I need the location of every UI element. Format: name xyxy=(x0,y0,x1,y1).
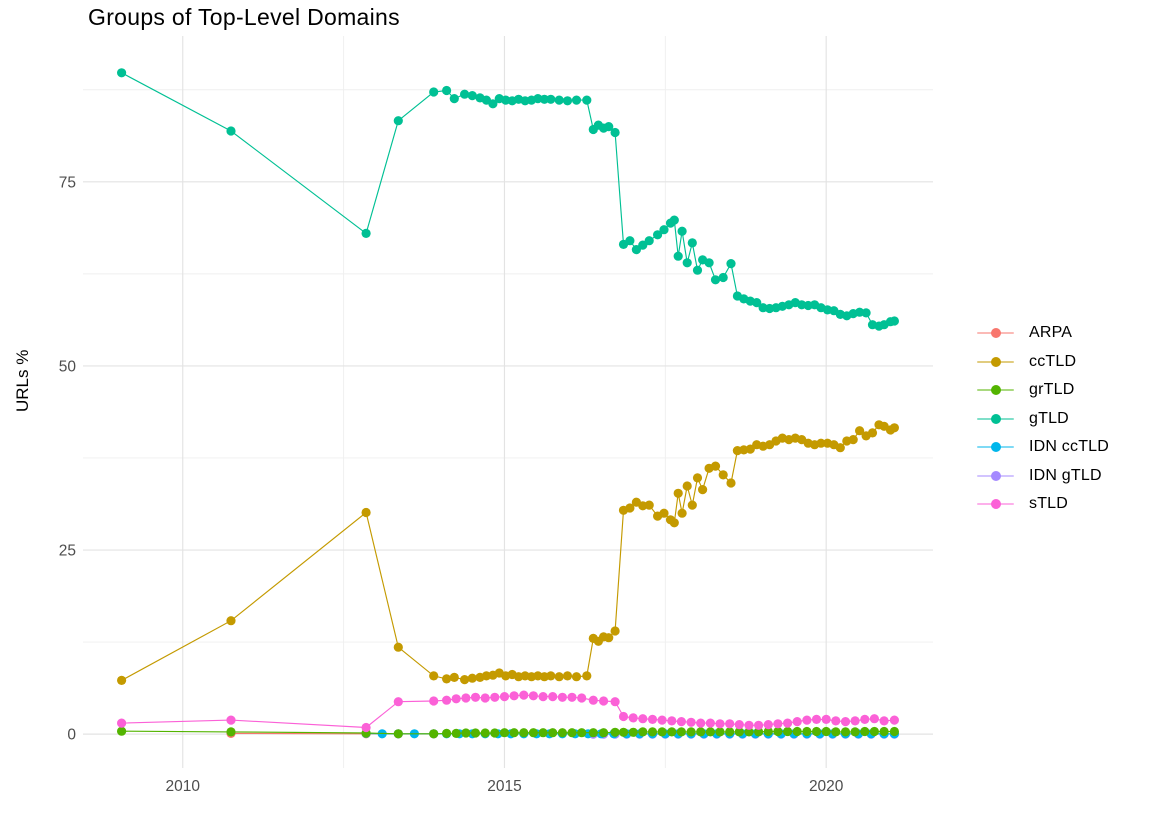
x-tick-label: 2015 xyxy=(487,778,521,795)
legend: ARPA ccTLD grTLD gTLD IDN ccTLD IDN gTLD sTLD xyxy=(977,319,1109,519)
legend-key-icon xyxy=(977,327,1014,339)
legend-item-stld: sTLD xyxy=(977,490,1109,519)
legend-item-arpa: ARPA xyxy=(977,319,1109,348)
legend-key-icon xyxy=(977,498,1014,510)
legend-key-icon xyxy=(977,356,1014,368)
legend-label: ccTLD xyxy=(1029,352,1077,370)
legend-label: gTLD xyxy=(1029,409,1069,427)
gridlines-minor xyxy=(83,36,933,768)
legend-label: IDN gTLD xyxy=(1029,466,1102,484)
legend-item-gtld: gTLD xyxy=(977,405,1109,434)
chart-title: Groups of Top-Level Domains xyxy=(88,4,400,30)
series-gtld xyxy=(117,68,900,331)
legend-label: sTLD xyxy=(1029,495,1069,513)
legend-label: grTLD xyxy=(1029,381,1075,399)
axis-tick-labels: 0 25 50 75 2010 2015 2020 xyxy=(59,174,844,795)
legend-label: ARPA xyxy=(1029,324,1073,342)
legend-label: IDN ccTLD xyxy=(1029,438,1110,456)
series-grtld xyxy=(117,726,900,739)
y-tick-label: 50 xyxy=(59,358,77,375)
x-tick-label: 2010 xyxy=(165,778,200,795)
legend-key-icon xyxy=(977,384,1014,396)
x-tick-label: 2020 xyxy=(809,778,844,795)
y-tick-label: 75 xyxy=(59,174,76,191)
y-tick-label: 25 xyxy=(59,543,76,560)
series-stld xyxy=(117,690,900,733)
legend-key-icon xyxy=(977,470,1014,482)
gridlines-major xyxy=(83,36,933,768)
legend-item-cctld: ccTLD xyxy=(977,348,1109,377)
legend-key-icon xyxy=(977,413,1014,425)
legend-item-idn-gtld: IDN gTLD xyxy=(977,462,1109,491)
legend-item-idn-cctld: IDN ccTLD xyxy=(977,433,1109,462)
series-cctld xyxy=(117,420,900,686)
legend-key-icon xyxy=(977,441,1014,453)
legend-item-grtld: grTLD xyxy=(977,376,1109,405)
y-tick-label: 0 xyxy=(67,727,76,744)
